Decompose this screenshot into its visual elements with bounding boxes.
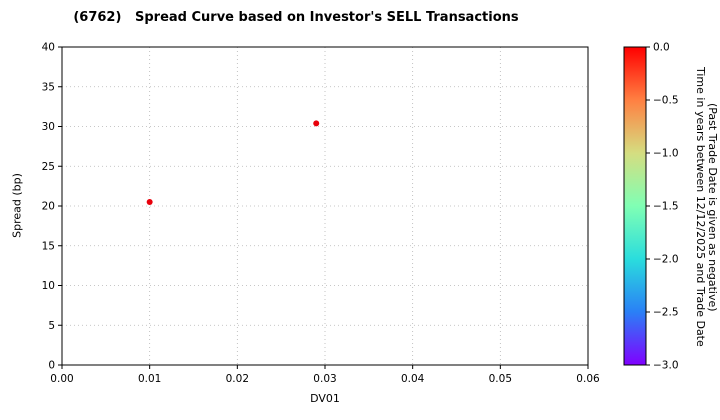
chart-title: (6762) Spread Curve based on Investor's …: [73, 10, 519, 25]
x-tick-label: 0.00: [50, 373, 73, 385]
x-tick-label: 0.01: [138, 373, 161, 385]
colorbar-gradient: [624, 47, 646, 365]
x-axis-label: DV01: [310, 392, 340, 405]
colorbar-tick-label: −2.5: [653, 307, 679, 319]
y-tick-label: 40: [42, 42, 55, 54]
plot-area: [61, 46, 589, 366]
y-tick-label: 30: [42, 121, 55, 133]
colorbar-tick-label: −3.0: [653, 360, 679, 372]
x-tick-label: 0.05: [489, 373, 512, 385]
colorbar-label: Time in years between 12/12/2025 and Tra…: [694, 40, 719, 374]
colorbar-label-line1: Time in years between 12/12/2025 and Tra…: [694, 67, 707, 347]
x-tick-label: 0.02: [226, 373, 249, 385]
colorbar-label-line2: (Past Trade Date is given as negative): [706, 102, 719, 312]
y-tick-label: 5: [48, 320, 55, 332]
y-tick-label: 10: [42, 280, 55, 292]
data-point: [146, 199, 153, 206]
y-tick-label: 15: [42, 240, 55, 252]
data-point: [313, 120, 320, 127]
colorbar-tick-label: −1.0: [653, 148, 679, 160]
x-tick-label: 0.04: [401, 373, 425, 385]
colorbar-tick-label: 0.0: [653, 42, 670, 54]
x-tick-label: 0.06: [576, 373, 600, 385]
x-tick-label: 0.03: [313, 373, 336, 385]
colorbar-tick-label: −2.0: [653, 254, 679, 266]
y-tick-label: 25: [42, 161, 55, 173]
y-tick-label: 0: [48, 360, 55, 372]
colorbar-tick-label: −0.5: [653, 95, 679, 107]
y-tick-label: 35: [42, 81, 55, 93]
y-tick-label: 20: [42, 201, 55, 213]
colorbar-tick-label: −1.5: [653, 201, 679, 213]
